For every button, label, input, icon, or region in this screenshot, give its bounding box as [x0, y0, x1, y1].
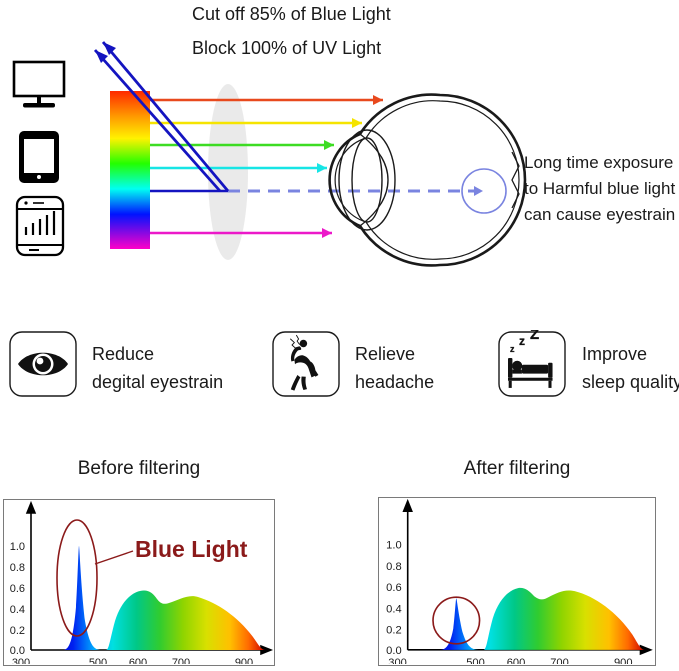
svg-text:0.0: 0.0 — [10, 645, 25, 657]
svg-text:sleep quality: sleep quality — [582, 372, 679, 392]
svg-text:1.0: 1.0 — [386, 540, 401, 552]
svg-text:Relieve: Relieve — [355, 344, 415, 364]
svg-text:500: 500 — [89, 657, 107, 664]
svg-text:Block 100% of UV Light: Block 100% of UV Light — [192, 38, 381, 58]
svg-text:Blue Light: Blue Light — [135, 536, 248, 562]
svg-text:degital eyestrain: degital eyestrain — [92, 372, 223, 392]
svg-text:0.0: 0.0 — [386, 645, 401, 657]
svg-text:0.4: 0.4 — [10, 604, 25, 616]
svg-text:Reduce: Reduce — [92, 344, 154, 364]
svg-text:600: 600 — [507, 657, 526, 664]
svg-text:Long time exposure: Long time exposure — [524, 153, 673, 172]
svg-text:500: 500 — [466, 657, 485, 664]
svg-text:700: 700 — [172, 657, 190, 664]
svg-text:0.4: 0.4 — [386, 603, 401, 615]
svg-text:headache: headache — [355, 372, 434, 392]
svg-text:0.6: 0.6 — [10, 583, 25, 595]
svg-text:0.2: 0.2 — [386, 625, 401, 637]
svg-text:to Harmful blue light: to Harmful blue light — [524, 179, 675, 198]
svg-text:900: 900 — [235, 657, 253, 664]
svg-text:0.6: 0.6 — [386, 582, 401, 594]
svg-text:0.8: 0.8 — [386, 561, 401, 573]
svg-text:1.0: 1.0 — [10, 541, 25, 553]
svg-text:z: z — [519, 334, 525, 348]
svg-text:300: 300 — [12, 657, 30, 664]
svg-text:300: 300 — [388, 657, 407, 664]
svg-text:can cause eyestrain: can cause eyestrain — [524, 205, 675, 224]
svg-text:Improve: Improve — [582, 344, 647, 364]
svg-text:700: 700 — [550, 657, 569, 664]
svg-text:Z: Z — [530, 330, 539, 343]
svg-text:600: 600 — [129, 657, 147, 664]
svg-text:Cut off 85% of Blue Light: Cut off 85% of Blue Light — [192, 4, 391, 24]
svg-text:0.2: 0.2 — [10, 625, 25, 637]
svg-text:0.8: 0.8 — [10, 562, 25, 574]
svg-text:900: 900 — [614, 657, 633, 664]
svg-text:z: z — [510, 344, 515, 354]
